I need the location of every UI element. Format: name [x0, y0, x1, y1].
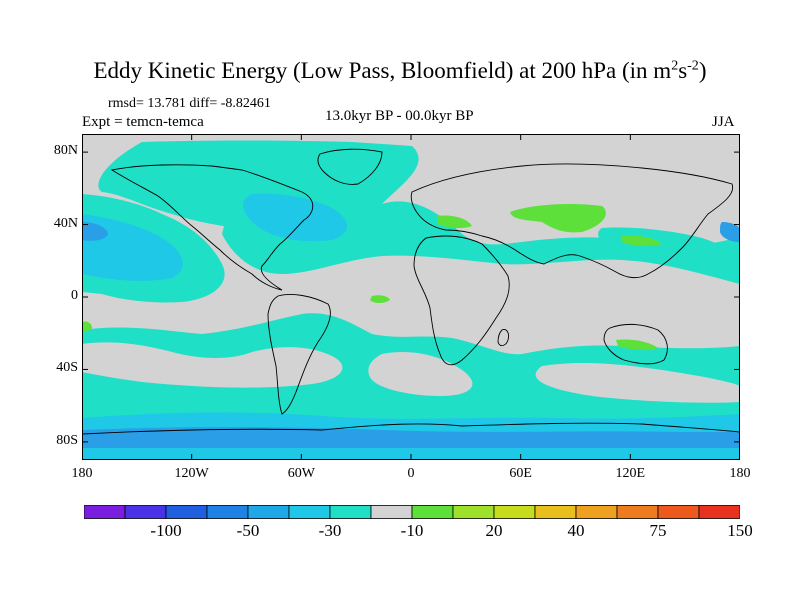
field-green-pacific [82, 321, 92, 332]
y-tick-label: 80S [56, 432, 78, 448]
colorbar-box [411, 505, 454, 519]
colorbar-label: 75 [649, 521, 667, 540]
stats-text: rmsd= 13.781 diff= -8.82461 [108, 96, 271, 111]
coast-africa [413, 235, 510, 366]
coast-australia [603, 323, 668, 365]
colorbar-label: -50 [236, 521, 260, 540]
x-tick-label: 0 [407, 466, 415, 481]
field-green-australia [616, 339, 658, 351]
field-green-central-asia [510, 204, 606, 233]
coast-south-america [267, 293, 331, 415]
map-ticks [82, 134, 740, 460]
colorbar-label: -10 [400, 521, 424, 540]
colorbar-label: 150 [727, 521, 753, 540]
coastlines [82, 148, 740, 435]
x-tick-label: 120E [615, 466, 646, 481]
colorbar-box [452, 505, 495, 519]
colorbar-box [657, 505, 700, 519]
coast-eurasia [410, 163, 734, 279]
colorbar-box [534, 505, 577, 519]
field-cyan-north-atlantic [222, 194, 740, 284]
colorbar-box [616, 505, 659, 519]
colorbar-box [84, 505, 126, 519]
colorbar-box [288, 505, 331, 519]
colorbar-box [247, 505, 290, 519]
field-green-atlantic [370, 295, 390, 303]
colorbar-label: 40 [567, 521, 585, 540]
field-blue-west [82, 222, 108, 241]
y-tick-label: 40N [53, 215, 78, 231]
colorbar [84, 505, 740, 519]
field-green-mediterranean [437, 215, 472, 229]
colorbar-label: -100 [150, 521, 182, 540]
y-tick-label: 0 [71, 288, 78, 303]
field-blue-east [720, 222, 740, 242]
world-map [82, 134, 740, 460]
colorbar-box [124, 505, 167, 519]
map-title: Eddy Kinetic Energy (Low Pass, Bloomfiel… [93, 58, 707, 83]
x-tick-label: 60E [509, 466, 532, 481]
x-tick-label: 120W [174, 466, 209, 481]
colorbar-box [329, 505, 372, 519]
period-label: 13.0kyr BP - 00.0kyr BP [325, 108, 474, 124]
colorbar-box [370, 505, 413, 519]
season-label: JJA [712, 114, 735, 130]
field-lightblue-atlantic [242, 193, 347, 242]
x-tick-label: 60W [287, 466, 315, 481]
y-tick-label: 80N [53, 143, 78, 159]
coast-madagascar [497, 329, 509, 347]
y-tick-label: 40S [56, 360, 78, 376]
x-tick-label: 180 [729, 466, 751, 481]
field-gray-south-gap-3 [535, 363, 740, 403]
x-tick-label: 180 [71, 466, 93, 481]
coast-north-america [110, 164, 314, 291]
colorbar-box [575, 505, 618, 519]
field-cyan-arctic [98, 140, 419, 233]
experiment-label: Expt = temcn-temca [82, 114, 204, 130]
field-lightblue-north [82, 214, 183, 281]
colorbar-label: 20 [485, 521, 503, 540]
coast-greenland [317, 148, 383, 185]
field-green-tibet [622, 235, 662, 247]
colorbar-box [165, 505, 208, 519]
colorbar-box [698, 505, 740, 519]
coast-antarctica [82, 422, 740, 435]
colorbar-label: -30 [318, 521, 342, 540]
colorbar-box [206, 505, 249, 519]
field-blue-antarctic [82, 427, 740, 448]
colorbar-box [493, 505, 536, 519]
